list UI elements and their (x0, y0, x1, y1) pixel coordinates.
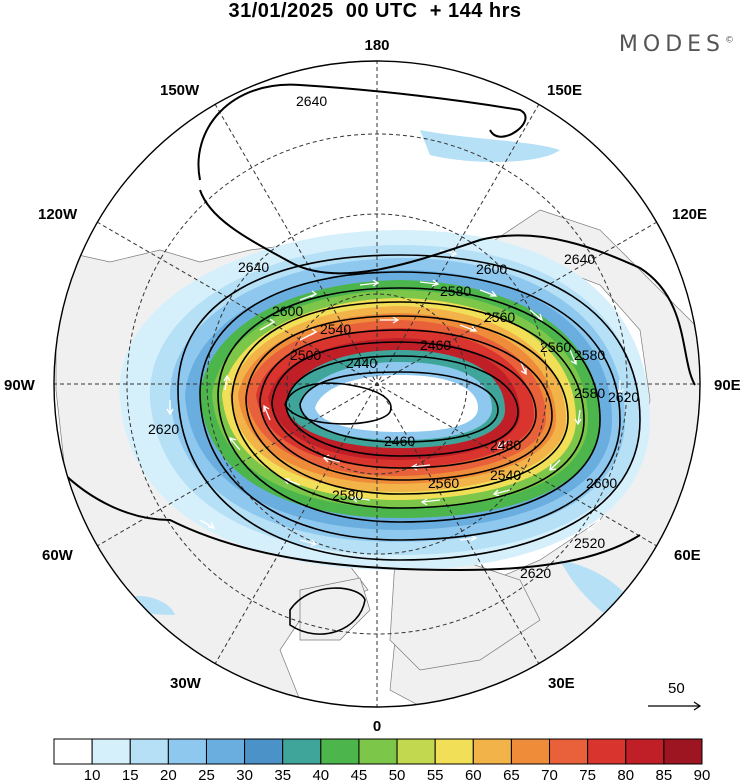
map-title: 31/01/2025 00 UTC + 144 hrs (228, 0, 522, 22)
contour-label: 2640 (238, 259, 269, 275)
colorbar-tick-label: 15 (122, 767, 139, 782)
lon-label-30e: 30E (548, 675, 575, 692)
contour-label: 2580 (440, 283, 471, 299)
brand-mark: © (725, 35, 734, 46)
lon-label-120e: 120E (672, 206, 707, 223)
geopotential-contours (59, 83, 696, 635)
contour-label: 2540 (490, 467, 521, 483)
contour-label: 2620 (608, 389, 639, 405)
contour-label: 2580 (574, 347, 605, 363)
contour-label: 2640 (564, 251, 595, 267)
colorbar-swatch (587, 738, 627, 765)
colorbar-swatch (358, 738, 398, 765)
colorbar-tick-label: 75 (579, 767, 596, 782)
colorbar-swatch (320, 738, 360, 765)
colorbar-tick-label: 20 (160, 767, 177, 782)
lon-label-30w: 30W (170, 675, 202, 692)
map-boundary (53, 60, 701, 708)
contour-label: 2500 (290, 347, 321, 363)
contour-label: 2600 (272, 303, 303, 319)
colorbar-swatch (53, 738, 93, 765)
colorbar-tick-label: 85 (656, 767, 673, 782)
reference-arrow-head (693, 701, 702, 711)
brand-logo: MODES© (619, 32, 734, 57)
lon-label-90e: 90E (714, 377, 741, 394)
reference-vector-label: 50 (668, 680, 685, 697)
colorbar-tick-label: 55 (427, 767, 444, 782)
colorbar-tick-label: 45 (351, 767, 368, 782)
contour-label: 2560 (484, 309, 515, 325)
contour-label: 2600 (476, 261, 507, 277)
wind-vectors (166, 249, 624, 547)
contour-label: 2460 (384, 433, 415, 449)
lon-label-150w: 150W (160, 82, 200, 99)
lon-label-150e: 150E (547, 82, 582, 99)
lon-label-90w: 90W (4, 377, 36, 394)
reference-vector: 50 (648, 680, 702, 711)
colorbar-swatch (510, 738, 551, 765)
graticule (54, 61, 700, 707)
brand-name: MODES (618, 32, 725, 57)
colorbar-tick-label: 65 (503, 767, 520, 782)
colorbar-swatch (282, 738, 322, 765)
colorbar-tick-label: 30 (236, 767, 253, 782)
colorbar-tick-label: 60 (465, 767, 482, 782)
colorbar-swatch (396, 738, 436, 765)
colorbar-tick-label: 10 (84, 767, 101, 782)
contour-label: 2480 (490, 437, 521, 453)
lon-label-180: 180 (364, 37, 389, 54)
colorbar-tick-label: 25 (198, 767, 215, 782)
landmass-eurasia (389, 209, 700, 707)
colorbar-swatch (129, 738, 169, 765)
contour-label: 2580 (574, 385, 605, 401)
colorbar-tick-label: 50 (389, 767, 406, 782)
colorbar-swatch (625, 738, 665, 765)
landmass-greenland (299, 577, 371, 641)
colorbar-tick-label: 90 (694, 767, 711, 782)
contour-label: 2640 (296, 93, 327, 109)
colorbar: 10 15 20 25 30 35 40 45 50 55 60 65 70 75 80 85 90 (53, 738, 711, 782)
colorbar-tick-label: 40 (312, 767, 329, 782)
lon-label-0: 0 (373, 718, 381, 735)
longitude-labels: 180 0 90W 90E 150W 120W 150E 120E 60W 30… (4, 37, 741, 735)
colorbar-tick-label: 80 (617, 767, 634, 782)
lon-label-60w: 60W (42, 547, 74, 564)
lon-label-60e: 60E (674, 547, 701, 564)
lon-label-120w: 120W (38, 206, 78, 223)
contour-label: 2560 (540, 339, 571, 355)
contour-label: 2600 (586, 475, 617, 491)
contour-label: 2620 (148, 421, 179, 437)
colorbar-swatch (549, 738, 589, 765)
colorbar-swatch (205, 738, 246, 765)
contour-label: 2460 (420, 337, 451, 353)
contour-label: 2560 (428, 475, 459, 491)
contour-label: 2440 (346, 355, 377, 371)
colorbar-tick-label: 35 (274, 767, 291, 782)
colorbar-swatch (472, 738, 512, 765)
colorbar-swatch (434, 738, 474, 765)
colorbar-swatch (91, 738, 131, 765)
map-disc: 2640 2640 2640 2600 2600 2580 2560 2540 … (54, 61, 700, 707)
contour-label: 2580 (332, 487, 363, 503)
contour-label: 2520 (574, 535, 605, 551)
contour-label: 2620 (520, 565, 551, 581)
colorbar-tick-label: 70 (541, 767, 558, 782)
contour-label: 2540 (320, 321, 351, 337)
colorbar-swatch (167, 738, 207, 765)
colorbar-swatch (244, 738, 284, 765)
colorbar-swatch (663, 738, 703, 765)
contour-label-group: 2640 2640 2640 2600 2600 2580 2560 2540 … (148, 93, 639, 581)
